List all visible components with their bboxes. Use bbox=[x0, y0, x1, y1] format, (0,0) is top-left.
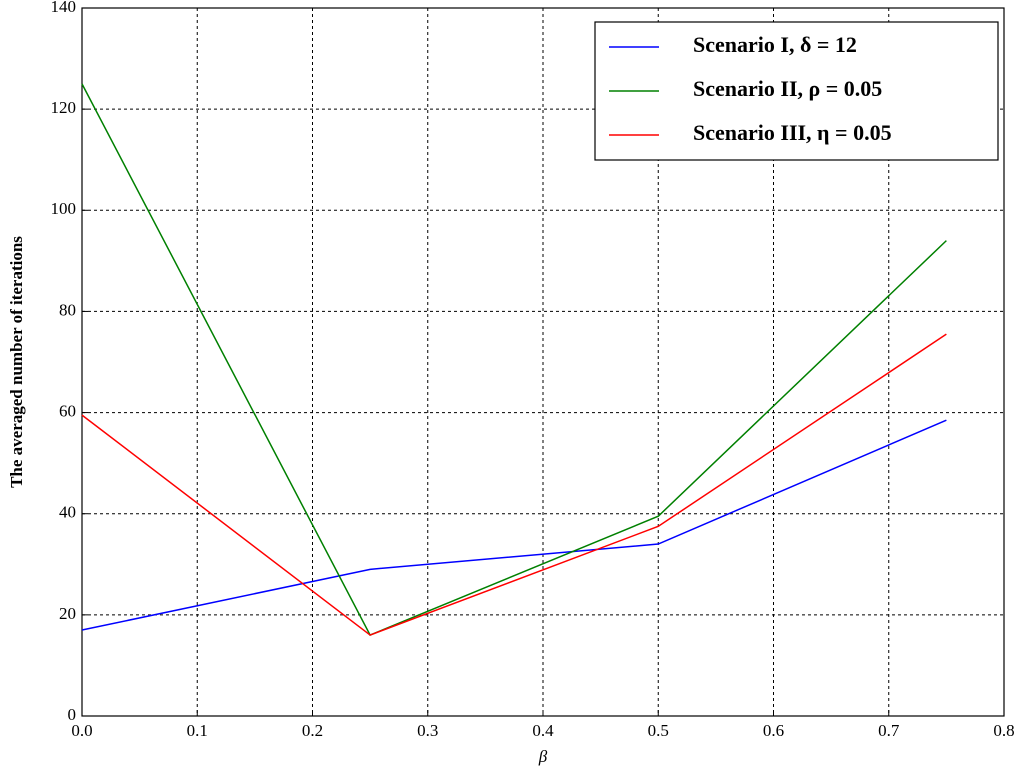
legend-label: Scenario I, δ = 12 bbox=[693, 32, 857, 57]
x-tick-label: 0.1 bbox=[187, 721, 208, 740]
x-tick-label: 0.6 bbox=[763, 721, 784, 740]
y-tick-label: 20 bbox=[59, 604, 76, 623]
x-tick-label: 0.3 bbox=[417, 721, 438, 740]
x-tick-label: 0.7 bbox=[878, 721, 900, 740]
y-tick-label: 100 bbox=[51, 199, 77, 218]
legend: Scenario I, δ = 12 Scenario II, ρ = 0.05 S… bbox=[594, 21, 999, 161]
series-line bbox=[81, 83, 947, 637]
x-tick-label: 0.8 bbox=[993, 721, 1014, 740]
y-tick-label: 0 bbox=[68, 705, 77, 724]
x-axis-label: β bbox=[538, 747, 548, 766]
y-axis-label: The averaged number of iterations bbox=[7, 236, 26, 488]
series-line bbox=[81, 419, 947, 631]
y-tick-label: 120 bbox=[51, 98, 77, 117]
y-tick-label: 40 bbox=[59, 503, 76, 522]
y-tick-label: 140 bbox=[51, 0, 77, 16]
legend-label: Scenario II, ρ = 0.05 bbox=[693, 76, 882, 101]
x-tick-label: 0.4 bbox=[532, 721, 554, 740]
x-tick-label: 0.2 bbox=[302, 721, 323, 740]
plot-frame bbox=[81, 7, 1005, 717]
series-line bbox=[81, 333, 947, 636]
legend-box bbox=[594, 21, 999, 161]
x-tick-label: 0.5 bbox=[648, 721, 669, 740]
x-tick-label: 0.0 bbox=[71, 721, 92, 740]
legend-label: Scenario III, η = 0.05 bbox=[693, 120, 892, 145]
y-tick-label: 60 bbox=[59, 401, 76, 420]
y-tick-label: 80 bbox=[59, 300, 76, 319]
